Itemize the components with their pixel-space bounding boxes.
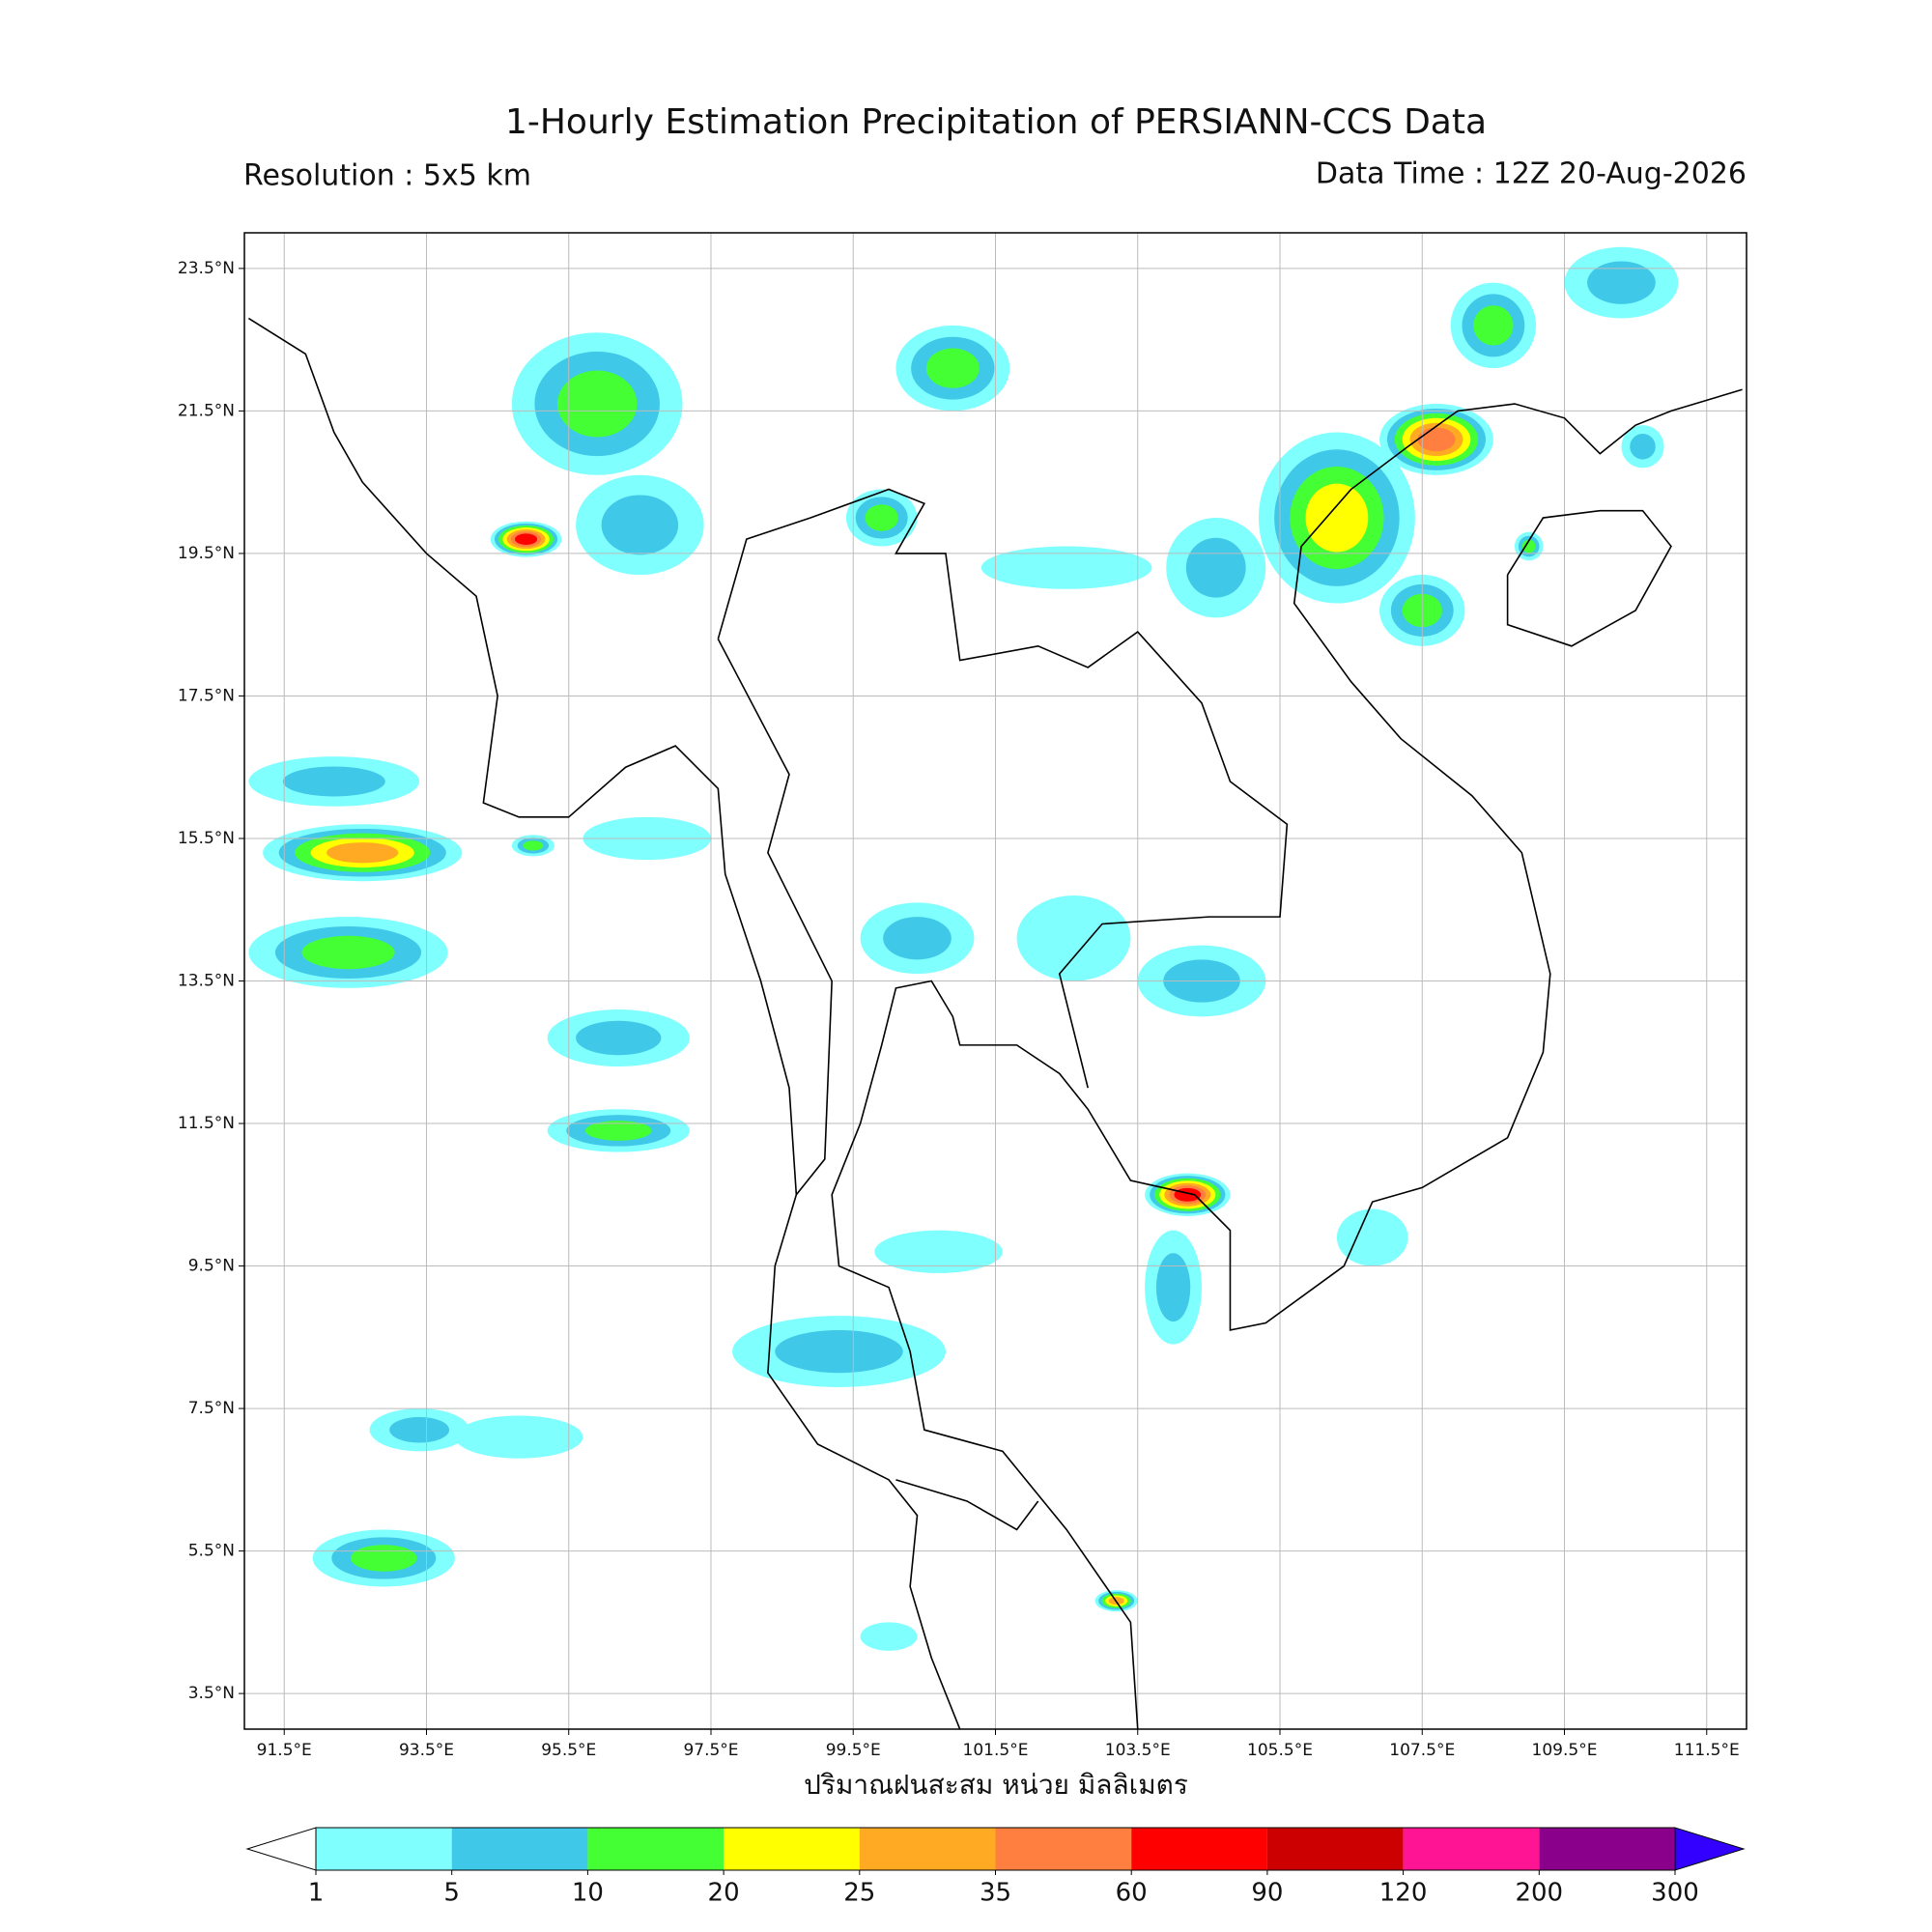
colorbar: 1 5 10 20 25 35 60 90 120 200 300 (245, 1827, 1746, 1908)
rain-area (301, 935, 395, 970)
colorbar-segment (451, 1828, 588, 1870)
colorbar-tick-label: 200 (1515, 1879, 1563, 1908)
x-tick-label: 111.5°E (1674, 1741, 1740, 1760)
map-frame (243, 232, 1747, 1730)
rain-area (860, 1622, 918, 1651)
rain-area (350, 1545, 417, 1572)
colorbar-tick-label: 60 (1116, 1879, 1148, 1908)
y-tick-label: 23.5°N (178, 259, 235, 278)
colorbar-tick-label: 1 (308, 1879, 325, 1908)
colorbar-tick-label: 300 (1651, 1879, 1699, 1908)
colorbar-segment (1403, 1828, 1540, 1870)
colorbar-over (1674, 1827, 1746, 1871)
x-tick-label: 97.5°E (683, 1741, 738, 1760)
x-tick-label: 107.5°E (1389, 1741, 1455, 1760)
x-tick-label: 105.5°E (1247, 1741, 1313, 1760)
coastline (895, 1479, 1039, 1531)
rain-area (980, 546, 1152, 589)
rain-area (454, 1415, 583, 1459)
rain-area (883, 917, 952, 960)
rain-area (514, 533, 538, 545)
resolution: Resolution : 5x5 km (243, 159, 531, 193)
coastline (247, 317, 961, 1729)
colorbar-segment (995, 1828, 1132, 1870)
rain-area (1185, 537, 1246, 598)
x-tick-label: 99.5°E (826, 1741, 881, 1760)
colorbar-tick-label: 20 (708, 1879, 740, 1908)
map-layer (244, 233, 1747, 1729)
rain-area (601, 495, 679, 555)
rain-area (1473, 305, 1514, 346)
y-tick-label: 15.5°N (178, 829, 235, 848)
rain-area (1587, 261, 1656, 304)
colorbar-tick-label: 10 (572, 1879, 604, 1908)
y-tick-label: 7.5°N (188, 1399, 235, 1418)
coastline (831, 388, 1743, 1729)
rain-area (1630, 434, 1656, 460)
rain-area (1016, 895, 1131, 981)
coastline (1506, 509, 1672, 647)
rain-area (523, 840, 544, 851)
y-tick-label: 3.5°N (188, 1684, 235, 1703)
colorbar-tick-label: 120 (1379, 1879, 1428, 1908)
colorbar-under (245, 1827, 317, 1871)
rain-area (1336, 1208, 1408, 1266)
x-tick-label: 103.5°E (1105, 1741, 1171, 1760)
rain-area (925, 348, 980, 388)
y-tick-label: 5.5°N (188, 1542, 235, 1561)
colorbar-segment (1131, 1828, 1267, 1870)
colorbar-tick-label: 5 (443, 1879, 460, 1908)
colorbar-segment (1539, 1828, 1675, 1870)
rain-area (1521, 539, 1536, 554)
x-tick-label: 101.5°E (963, 1741, 1029, 1760)
map: 91.5°E 93.5°E 95.5°E 97.5°E 99.5°E 101.5°E 103… (178, 232, 1747, 1760)
rain-area (1417, 427, 1456, 452)
x-tick-label: 109.5°E (1532, 1741, 1598, 1760)
colorbar-label: ปริมาณฝนสะสม หน่วย มิลลิเมตร (804, 1769, 1188, 1801)
coastline (717, 639, 833, 1196)
coastline (717, 488, 1289, 1089)
colorbar-tick-label: 90 (1251, 1879, 1283, 1908)
y-tick-label: 11.5°N (178, 1114, 235, 1133)
y-tick-label: 13.5°N (178, 972, 235, 991)
rain-area (874, 1230, 1003, 1273)
x-tick-label: 95.5°E (541, 1741, 596, 1760)
rain-area (389, 1416, 450, 1443)
y-tick-label: 17.5°N (178, 686, 235, 705)
x-tick-label: 91.5°E (257, 1741, 312, 1760)
rain-area (556, 370, 638, 438)
rain-area (282, 766, 385, 797)
rain-area (1155, 1253, 1191, 1322)
title: 1-Hourly Estimation Precipitation of PER… (505, 102, 1487, 142)
y-tick-label: 9.5°N (188, 1257, 235, 1276)
colorbar-tick-label: 25 (843, 1879, 875, 1908)
data-time: Data Time : 12Z 20-Aug-2026 (1316, 157, 1747, 191)
rain-area (865, 504, 898, 531)
rain-area (584, 1121, 652, 1141)
y-tick-label: 21.5°N (178, 401, 235, 420)
rain-area (1174, 1187, 1202, 1202)
colorbar-segment (1266, 1828, 1404, 1870)
colorbar-segment (724, 1828, 860, 1870)
rain-area (775, 1329, 903, 1374)
colorbar-segment (587, 1828, 724, 1870)
colorbar-segment (859, 1828, 996, 1870)
x-tick-label: 93.5°E (399, 1741, 454, 1760)
rain-area (327, 842, 399, 864)
rain-area (576, 1020, 662, 1056)
y-tick-label: 19.5°N (178, 544, 235, 563)
rain-area (1305, 483, 1369, 553)
colorbar-segment (316, 1828, 452, 1870)
colorbar-tick-label: 35 (980, 1879, 1011, 1908)
